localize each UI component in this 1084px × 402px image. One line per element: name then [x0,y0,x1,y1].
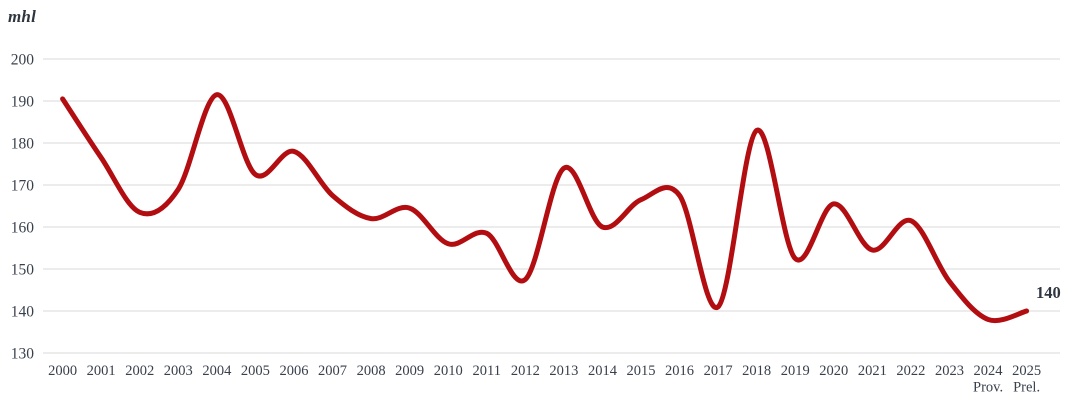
x-tick-label: 2014 [588,363,618,379]
x-tick-label: Prov. [973,380,1003,396]
x-tick-label: 2024 [974,363,1004,379]
x-tick-label: 2010 [434,363,463,379]
y-tick-label: 140 [11,304,35,321]
x-tick-label: 2022 [896,363,925,379]
x-tick-label: 2007 [318,363,347,379]
x-tick-label: 2017 [704,363,733,379]
y-tick-label: 180 [11,136,35,153]
y-tick-label: 160 [11,220,35,237]
x-tick-label: 2004 [202,363,232,379]
x-tick-label: 2019 [781,363,810,379]
x-tick-label: 2003 [164,363,193,379]
x-tick-label: 2021 [858,363,887,379]
y-tick-label: 190 [11,94,35,111]
y-tick-label: 150 [11,262,35,279]
x-tick-label: Prel. [1013,380,1040,396]
x-tick-label: 2023 [935,363,964,379]
x-tick-label: 2011 [473,363,501,379]
x-tick-label: 2015 [627,363,656,379]
x-tick-label: 2009 [395,363,424,379]
end-value-annotation: 140 [1036,283,1061,302]
x-tick-label: 2013 [549,363,578,379]
x-tick-label: 2016 [665,363,694,379]
y-tick-label: 170 [11,178,35,195]
x-tick-label: 2000 [48,363,77,379]
y-tick-label: 200 [11,52,35,69]
y-axis-unit-label: mhl [8,7,37,26]
x-tick-label: 2005 [241,363,270,379]
x-tick-label: 2018 [742,363,771,379]
x-tick-label: 2006 [279,363,308,379]
x-tick-label: 2020 [819,363,848,379]
x-tick-label: 2001 [87,363,116,379]
x-tick-label: 2008 [357,363,386,379]
x-tick-label: 2025 [1012,363,1041,379]
y-tick-label: 130 [11,346,35,363]
x-tick-label: 2012 [511,363,540,379]
data-series-line [60,92,1030,324]
x-tick-label: 2002 [125,363,154,379]
